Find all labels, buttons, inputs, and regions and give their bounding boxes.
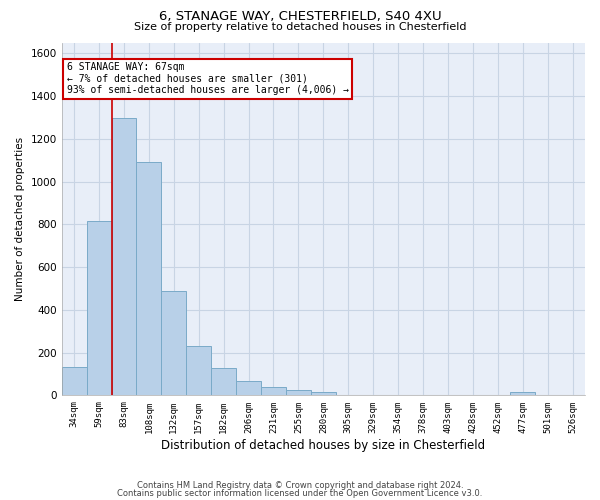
Text: 6 STANAGE WAY: 67sqm
← 7% of detached houses are smaller (301)
93% of semi-detac: 6 STANAGE WAY: 67sqm ← 7% of detached ho… — [67, 62, 349, 95]
Bar — [136, 162, 161, 396]
Bar — [286, 390, 311, 396]
X-axis label: Distribution of detached houses by size in Chesterfield: Distribution of detached houses by size … — [161, 440, 485, 452]
Text: Size of property relative to detached houses in Chesterfield: Size of property relative to detached ho… — [134, 22, 466, 32]
Bar — [62, 366, 86, 396]
Bar — [510, 392, 535, 396]
Bar — [211, 368, 236, 396]
Text: Contains public sector information licensed under the Open Government Licence v3: Contains public sector information licen… — [118, 488, 482, 498]
Bar — [311, 392, 336, 396]
Text: Contains HM Land Registry data © Crown copyright and database right 2024.: Contains HM Land Registry data © Crown c… — [137, 481, 463, 490]
Bar — [112, 118, 136, 396]
Bar — [236, 381, 261, 396]
Bar — [86, 221, 112, 396]
Text: 6, STANAGE WAY, CHESTERFIELD, S40 4XU: 6, STANAGE WAY, CHESTERFIELD, S40 4XU — [158, 10, 442, 23]
Bar — [161, 290, 186, 396]
Y-axis label: Number of detached properties: Number of detached properties — [15, 137, 25, 301]
Bar — [261, 387, 286, 396]
Bar — [186, 346, 211, 396]
